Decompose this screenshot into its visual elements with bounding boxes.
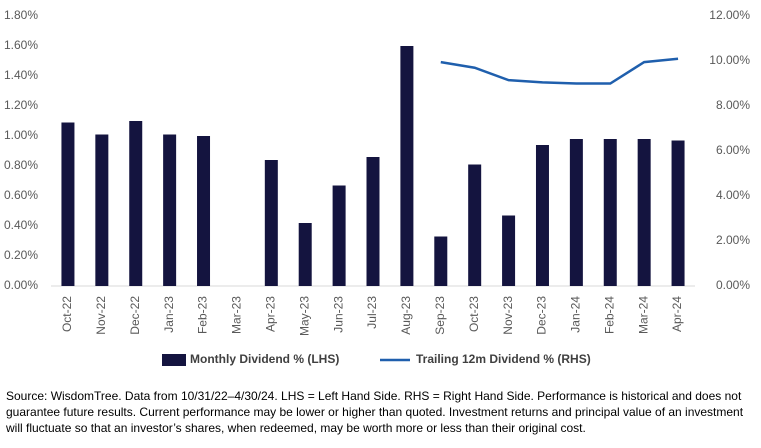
bar (163, 134, 177, 286)
bar (502, 215, 516, 286)
x-tick-label: Dec-23 (535, 296, 549, 335)
line (440, 57, 679, 85)
bar (569, 139, 583, 286)
caption: Source: WisdomTree. Data from 10/31/22–4… (6, 389, 744, 435)
bar (400, 46, 414, 286)
x-tick-label: Apr-23 (263, 296, 277, 332)
y-tick-label: 1.60% (4, 38, 38, 52)
bar (129, 121, 143, 286)
x-tick-label: Jan-24 (569, 296, 583, 333)
x-tick-label: Sep-23 (433, 296, 447, 335)
x-tick-label: Mar-24 (636, 296, 650, 334)
y2-tick-label: 8.00% (716, 98, 750, 112)
bar (434, 236, 448, 286)
bar (264, 160, 278, 286)
x-tick-label: Oct-22 (60, 296, 74, 332)
bar (603, 139, 617, 286)
x-tick-label: Oct-23 (467, 296, 481, 332)
chart: 0.00% 0.20% 0.40% 0.60% 0.80% 1.00% 1.20% 1.40%… (4, 8, 750, 366)
x-tick-label: Jun-23 (331, 296, 345, 333)
x-tick-label: Jul-23 (365, 296, 379, 329)
x-tick-label: Dec-22 (128, 296, 142, 335)
y-tick-label: 0.40% (4, 218, 38, 232)
bar (197, 136, 211, 286)
bar (332, 185, 346, 286)
y2-tick-label: 6.00% (716, 143, 750, 157)
x-tick-label: Nov-23 (501, 296, 515, 335)
y2-tick-label: 12.00% (709, 8, 750, 22)
bar (61, 122, 75, 286)
legend-swatch (162, 354, 186, 366)
bar (637, 139, 651, 286)
bar (298, 223, 312, 286)
bar (95, 134, 109, 286)
y-tick-label: 0.20% (4, 248, 38, 262)
bar (671, 140, 685, 286)
y2-tick-label: 2.00% (716, 233, 750, 247)
x-tick-label: Aug-23 (399, 296, 413, 335)
y-tick-label: 1.00% (4, 128, 38, 142)
legend-label: Trailing 12m Dividend % (RHS) (416, 352, 591, 366)
y2-tick-label: 4.00% (716, 188, 750, 202)
x-tick-label: Feb-23 (196, 296, 210, 334)
x-tick-label: Feb-24 (602, 296, 616, 334)
y-tick-label: 0.00% (4, 278, 38, 292)
x-tick-label: May-23 (297, 296, 311, 336)
x-tick-label: Jan-23 (162, 296, 176, 333)
legend-label: Monthly Dividend % (LHS) (190, 352, 339, 366)
bar (366, 157, 380, 286)
y-tick-label: 1.80% (4, 8, 38, 22)
x-tick-label: Nov-22 (94, 296, 108, 335)
y-tick-label: 1.40% (4, 68, 38, 82)
bar (468, 164, 482, 286)
y2-tick-label: 10.00% (709, 53, 750, 67)
x-tick-label: Apr-24 (670, 296, 684, 332)
y-tick-label: 0.60% (4, 188, 38, 202)
y-tick-label: 1.20% (4, 98, 38, 112)
y-tick-label: 0.80% (4, 158, 38, 172)
y2-tick-label: 0.00% (716, 278, 750, 292)
bar (535, 145, 549, 286)
x-tick-label: Mar-23 (230, 296, 244, 334)
